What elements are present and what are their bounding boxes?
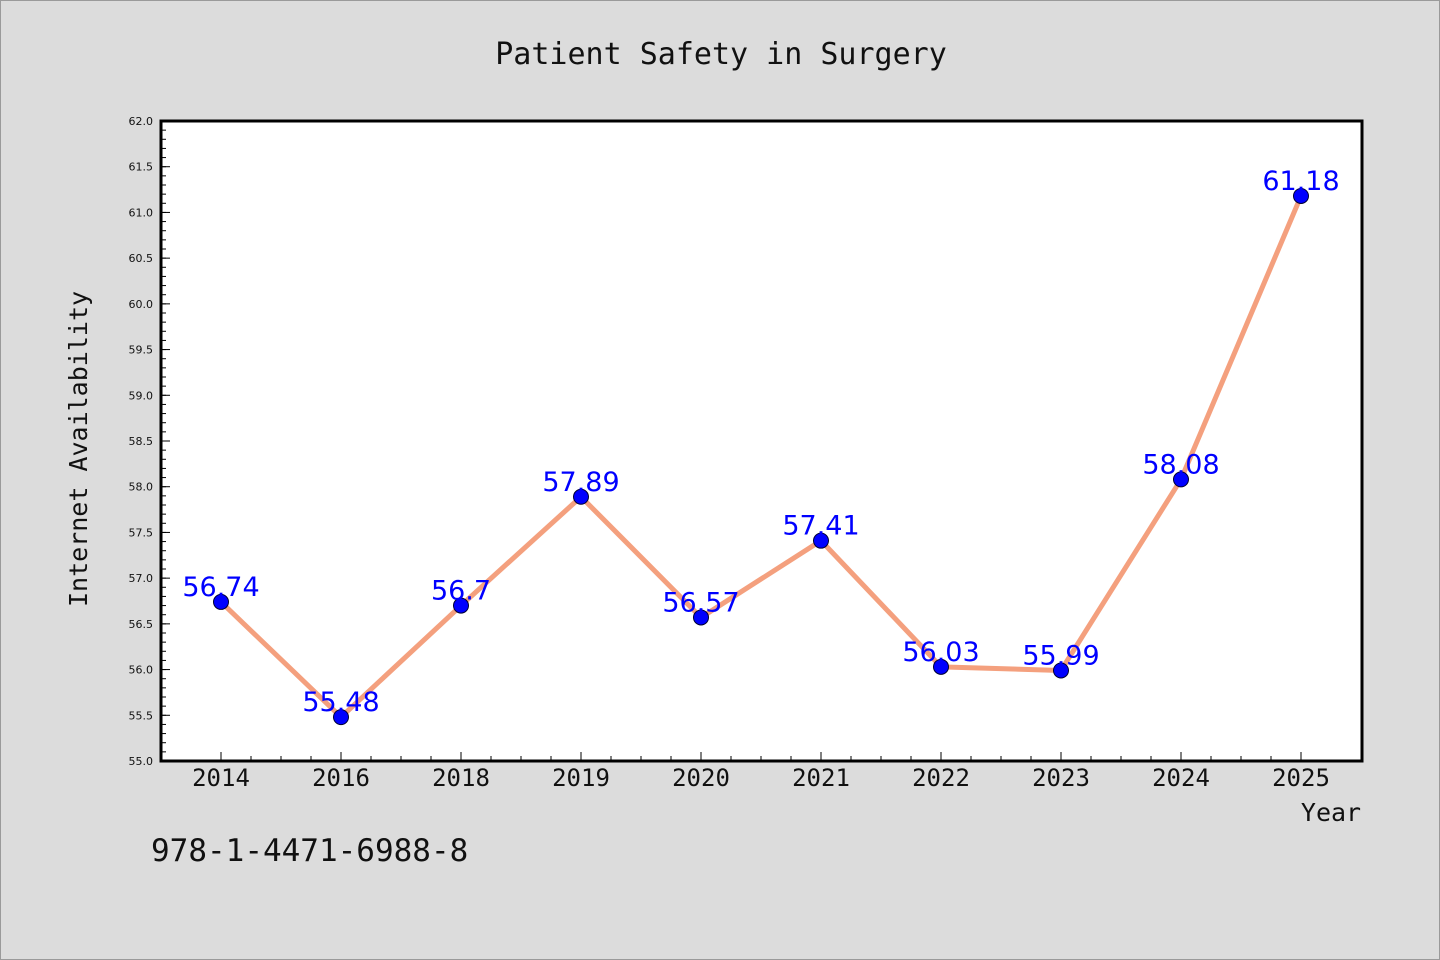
- data-label: 55.48: [302, 687, 379, 718]
- x-tick-label: 2020: [672, 764, 730, 792]
- series-line: [218, 193, 1304, 720]
- y-tick-label: 56.0: [129, 664, 154, 677]
- data-point: [813, 532, 829, 549]
- footer-code: 978-1-4471-6988-8: [151, 833, 469, 869]
- x-tick-label: 2022: [912, 764, 970, 792]
- x-tick-label: 2021: [792, 764, 850, 792]
- plot-area: [159, 119, 1364, 763]
- y-tick-label: 56.5: [129, 618, 154, 631]
- data-label: 58.08: [1142, 449, 1219, 480]
- data-point: [453, 597, 469, 614]
- x-tick-label: 2024: [1152, 764, 1210, 792]
- x-axis-label: Year: [1301, 798, 1361, 827]
- y-tick-label: 55.0: [129, 755, 154, 768]
- y-tick-label: 61.0: [129, 206, 154, 219]
- y-tick-label: 62.0: [129, 115, 154, 128]
- y-tick-label: 60.5: [129, 252, 154, 265]
- y-tick-label: 60.0: [129, 298, 154, 311]
- data-point: [1173, 471, 1189, 488]
- chart-title: Patient Safety in Surgery: [495, 37, 947, 72]
- x-tick-label: 2016: [312, 764, 370, 792]
- data-point: [1293, 187, 1309, 204]
- data-point: [213, 593, 229, 610]
- y-tick-label: 59.0: [129, 389, 154, 402]
- data-point: [333, 709, 349, 726]
- y-tick-label: 59.5: [129, 344, 154, 357]
- data-label: 55.99: [1022, 640, 1099, 671]
- y-axis: 55.0 55.5 56.0 56.5 57.0 57.5 58.0 58.5 59.0 59.5…: [129, 115, 170, 768]
- x-axis: 2014 2016 2018 2019 2020 2021 2022 2023 2024 2025: [192, 752, 1330, 792]
- data-label: 57.89: [542, 467, 619, 498]
- data-point: [1053, 662, 1069, 679]
- y-tick-label: 61.5: [129, 161, 154, 174]
- y-tick-label: 57.0: [129, 572, 154, 585]
- data-point: [693, 609, 709, 626]
- x-tick-label: 2019: [552, 764, 610, 792]
- data-point: [933, 658, 949, 675]
- data-label: 56.74: [182, 572, 259, 603]
- y-axis-label: Internet Availability: [64, 291, 93, 607]
- data-label: 56.7: [431, 576, 491, 607]
- y-tick-label: 58.0: [129, 481, 154, 494]
- series-layer: 56.74 55.48 56.7 57.89 56.57 57.41 56.03 55.99 5…: [182, 166, 1340, 726]
- y-tick-label: 55.5: [129, 709, 154, 722]
- x-tick-label: 2014: [192, 764, 250, 792]
- y-tick-label: 57.5: [129, 526, 154, 539]
- data-point: [573, 488, 589, 505]
- x-tick-label: 2018: [432, 764, 490, 792]
- data-label: 61.18: [1262, 166, 1339, 197]
- data-label: 56.57: [662, 587, 739, 618]
- x-tick-label: 2025: [1272, 764, 1330, 792]
- x-tick-label: 2023: [1032, 764, 1090, 792]
- data-label: 57.41: [782, 511, 859, 542]
- y-tick-label: 58.5: [129, 435, 154, 448]
- data-label: 56.03: [902, 637, 979, 668]
